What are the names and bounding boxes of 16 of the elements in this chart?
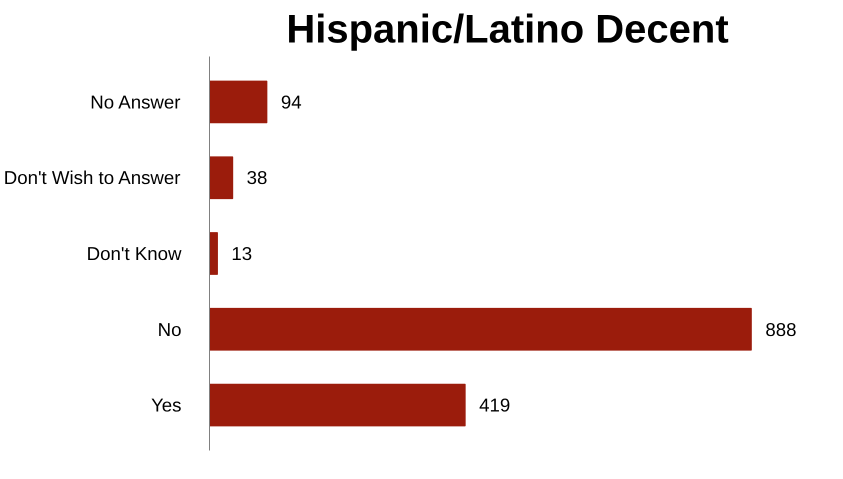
y-tick-label: Don't Know [86, 243, 182, 264]
data-label: 94 [280, 91, 302, 112]
y-tick-label: No Answer [90, 91, 180, 112]
data-label: 38 [246, 167, 268, 188]
bar [210, 308, 752, 351]
chart-title: Hispanic/Latino Decent [286, 8, 729, 52]
y-tick-label: Yes [151, 394, 182, 416]
data-label: 419 [479, 394, 510, 416]
y-tick-label: Don't Wish to Answer [4, 167, 180, 188]
bar [210, 156, 234, 200]
bar [210, 232, 218, 275]
bar [210, 384, 466, 426]
y-tick-label: No [158, 318, 182, 340]
bar [210, 80, 268, 124]
data-label: 888 [765, 318, 796, 340]
data-label: 13 [231, 243, 252, 264]
